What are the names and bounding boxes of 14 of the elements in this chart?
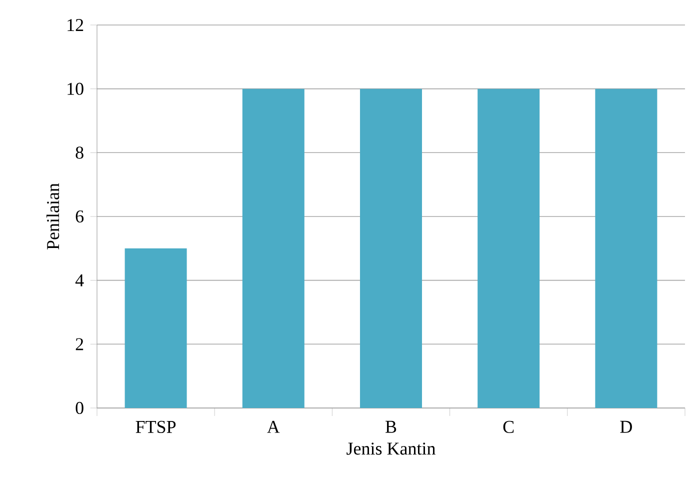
x-tick-label: B [386,420,396,433]
y-tick-label: 2 [76,338,84,350]
y-tick-label: 8 [76,146,84,159]
x-tick-label: A [267,420,280,433]
y-tick-label: 12 [68,19,84,31]
y-axis-title: Penilaian [46,183,60,250]
x-axis-title: Jenis Kantin [346,442,436,455]
y-tick-label: 0 [76,402,84,414]
y-tick-label: 10 [68,82,84,95]
y-tick-label: 4 [75,274,84,286]
y-tick-label: 6 [76,210,84,223]
x-tick-label: FTSP [136,420,176,434]
x-tick-label: D [620,420,632,433]
x-tick-label: C [503,420,514,434]
